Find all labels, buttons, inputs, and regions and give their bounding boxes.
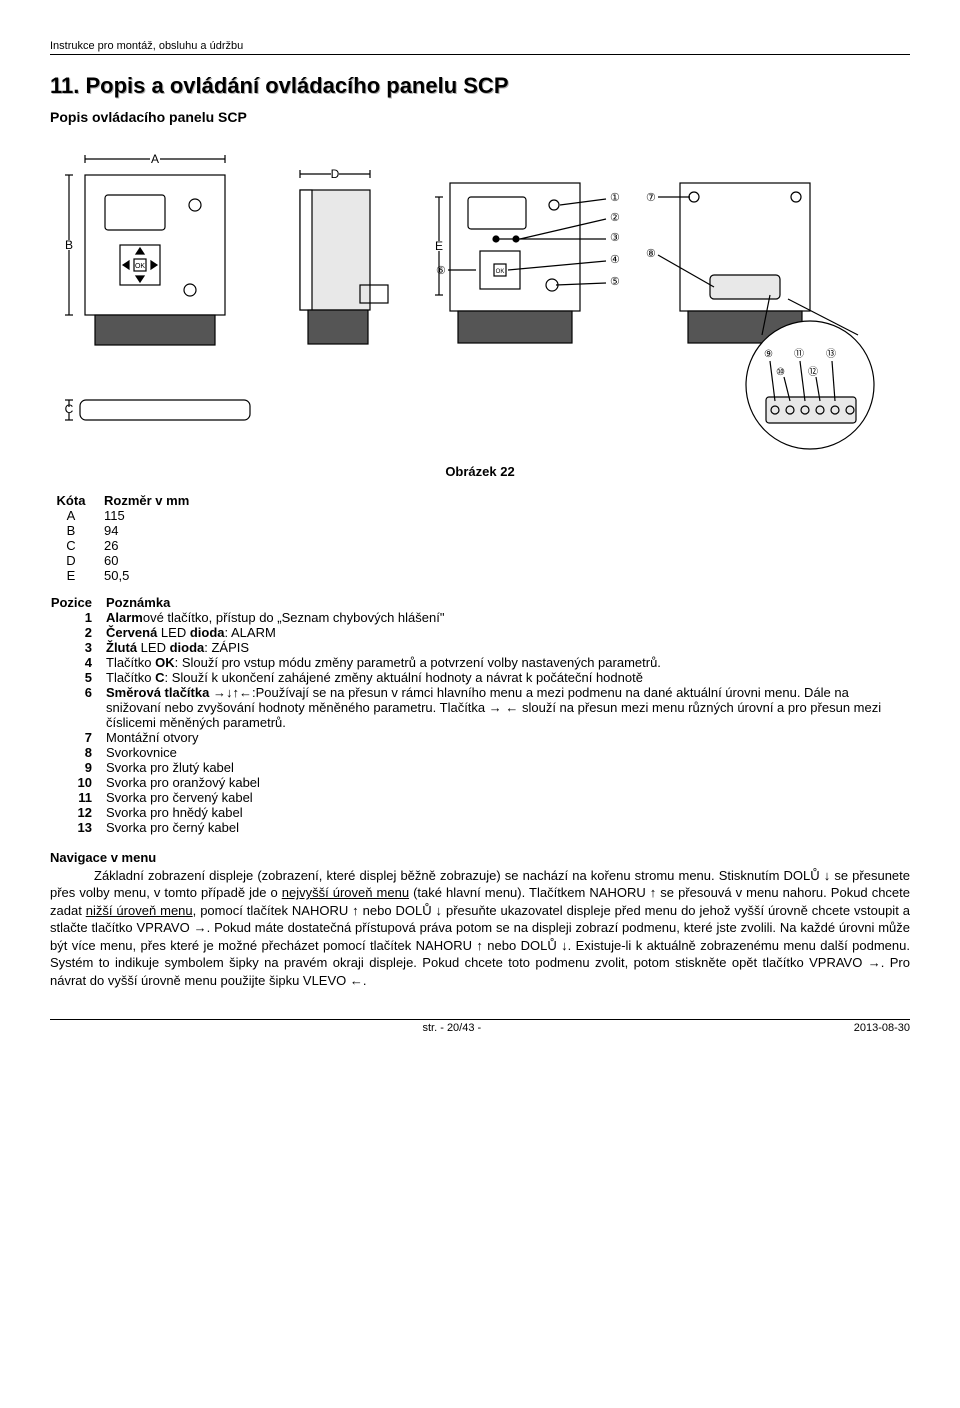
svg-text:OK: OK	[496, 269, 505, 275]
pozice-val: Svorka pro žlutý kabel	[106, 760, 910, 775]
pozice-key: 10	[50, 775, 106, 790]
svg-text:⑬: ⑬	[826, 348, 836, 360]
pozice-key: 3	[50, 640, 106, 655]
kota-val: 50,5	[104, 568, 201, 583]
svg-text:⑧: ⑧	[646, 248, 656, 260]
subtitle: Popis ovládacího panelu SCP	[50, 109, 910, 125]
pozice-key: 12	[50, 805, 106, 820]
pozice-val: Alarmové tlačítko, přístup do „Seznam ch…	[106, 610, 910, 625]
svg-text:E: E	[435, 239, 443, 253]
pozice-val: Svorka pro černý kabel	[106, 820, 910, 835]
pozice-val: Svorka pro hnědý kabel	[106, 805, 910, 820]
section-heading: 11. Popis a ovládání ovládacího panelu S…	[50, 73, 910, 99]
svg-text:C: C	[65, 402, 74, 416]
svg-text:⑤: ⑤	[610, 276, 620, 288]
pozice-head-l: Pozice	[50, 595, 106, 610]
figure-caption: Obrázek 22	[50, 464, 910, 479]
kota-key: C	[50, 538, 104, 553]
dimensions-table: Kóta Rozměr v mm A115B94C26D60E50,5	[50, 493, 201, 583]
kota-val: 26	[104, 538, 201, 553]
scp-diagram-svg: A OK B C D	[50, 135, 910, 455]
nav-title: Navigace v menu	[50, 850, 156, 865]
svg-text:⑥: ⑥	[436, 265, 446, 277]
figure-22: A OK B C D	[50, 135, 910, 458]
pozice-val: Svorkovnice	[106, 745, 910, 760]
pozice-head-r: Poznámka	[106, 595, 910, 610]
pozice-val: Tlačítko OK: Slouží pro vstup módu změny…	[106, 655, 910, 670]
pozice-val: Žlutá LED dioda: ZÁPIS	[106, 640, 910, 655]
positions-table: Pozice Poznámka 1Alarmové tlačítko, přís…	[50, 595, 910, 835]
svg-text:④: ④	[610, 254, 620, 266]
pozice-key: 4	[50, 655, 106, 670]
svg-text:③: ③	[610, 232, 620, 244]
footer-center: str. - 20/43 -	[50, 1022, 854, 1034]
pozice-val: Směrová tlačítka →↓↑←:Používají se na př…	[106, 685, 910, 730]
pozice-key: 5	[50, 670, 106, 685]
svg-text:OK: OK	[135, 263, 145, 270]
kota-head-l: Kóta	[50, 493, 104, 508]
svg-text:②: ②	[610, 212, 620, 224]
navigation-section: Navigace v menu Základní zobrazení displ…	[50, 849, 910, 989]
pozice-key: 9	[50, 760, 106, 775]
svg-text:D: D	[331, 167, 340, 181]
svg-text:⑩: ⑩	[776, 367, 785, 378]
pozice-key: 1	[50, 610, 106, 625]
pozice-key: 11	[50, 790, 106, 805]
nav-body-text: Základní zobrazení displeje (zobrazení, …	[50, 868, 910, 988]
page-footer: str. - 20/43 - 2013-08-30	[50, 1019, 910, 1034]
svg-text:⑦: ⑦	[646, 192, 656, 204]
kota-key: A	[50, 508, 104, 523]
kota-val: 60	[104, 553, 201, 568]
pozice-val: Červená LED dioda: ALARM	[106, 625, 910, 640]
kota-val: 94	[104, 523, 201, 538]
kota-key: D	[50, 553, 104, 568]
section-number: 11.	[50, 73, 79, 98]
pozice-val: Tlačítko C: Slouží k ukončení zahájené z…	[106, 670, 910, 685]
pozice-key: 8	[50, 745, 106, 760]
pozice-val: Svorka pro oranžový kabel	[106, 775, 910, 790]
kota-key: B	[50, 523, 104, 538]
footer-right: 2013-08-30	[854, 1022, 910, 1034]
pozice-key: 2	[50, 625, 106, 640]
pozice-key: 6	[50, 685, 106, 730]
kota-head-r: Rozměr v mm	[104, 493, 201, 508]
pozice-val: Montážní otvory	[106, 730, 910, 745]
svg-text:⑨: ⑨	[764, 349, 773, 360]
kota-key: E	[50, 568, 104, 583]
pozice-key: 13	[50, 820, 106, 835]
page-header: Instrukce pro montáž, obsluhu a údržbu	[50, 40, 910, 55]
section-title-text: Popis a ovládání ovládacího panelu SCP	[86, 73, 509, 98]
pozice-key: 7	[50, 730, 106, 745]
pozice-val: Svorka pro červený kabel	[106, 790, 910, 805]
kota-val: 115	[104, 508, 201, 523]
svg-text:B: B	[65, 238, 73, 252]
svg-text:⑪: ⑪	[794, 348, 804, 360]
svg-text:A: A	[151, 152, 159, 166]
svg-text:⑫: ⑫	[808, 366, 818, 378]
svg-text:①: ①	[610, 192, 620, 204]
